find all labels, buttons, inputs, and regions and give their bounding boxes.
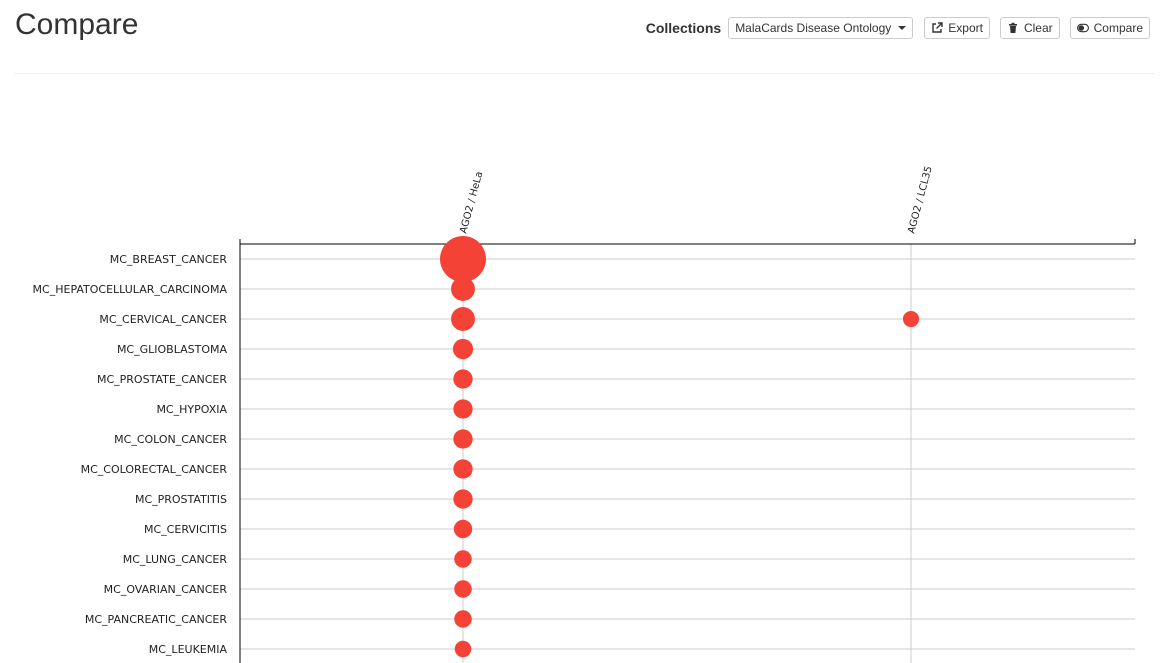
data-bubble — [454, 610, 471, 627]
data-bubble — [454, 580, 471, 597]
data-bubble — [451, 307, 475, 331]
row-label: MC_LEUKEMIA — [149, 643, 228, 656]
row-label: MC_HYPOXIA — [156, 403, 227, 416]
data-bubble — [453, 399, 472, 418]
data-bubble — [453, 369, 472, 388]
row-label: MC_HEPATOCELLULAR_CARCINOMA — [33, 283, 228, 296]
data-bubble — [440, 236, 486, 282]
data-bubble — [453, 489, 472, 508]
data-bubble — [454, 550, 471, 567]
row-label: MC_GLIOBLASTOMA — [117, 343, 228, 356]
row-label: MC_PROSTATITIS — [135, 493, 227, 506]
row-label: MC_BREAST_CANCER — [110, 253, 228, 266]
row-label: MC_CERVICAL_CANCER — [99, 313, 227, 326]
data-bubble — [453, 459, 472, 478]
row-label: MC_COLON_CANCER — [114, 433, 227, 446]
column-label: AGO2 / LCL35 — [906, 165, 935, 235]
data-bubble — [454, 520, 472, 538]
data-bubble — [455, 641, 472, 658]
row-label: MC_OVARIAN_CANCER — [104, 583, 228, 596]
row-label: MC_PROSTATE_CANCER — [97, 373, 227, 386]
row-label: MC_CERVICITIS — [144, 523, 227, 536]
row-label: MC_LUNG_CANCER — [123, 553, 228, 566]
row-label: MC_PANCREATIC_CANCER — [85, 613, 228, 626]
data-bubble — [453, 339, 473, 359]
data-bubble — [453, 429, 472, 448]
data-bubble — [451, 277, 475, 301]
data-bubble — [903, 311, 919, 327]
column-label: AGO2 / HeLa — [458, 170, 485, 234]
row-label: MC_COLORECTAL_CANCER — [81, 463, 228, 476]
